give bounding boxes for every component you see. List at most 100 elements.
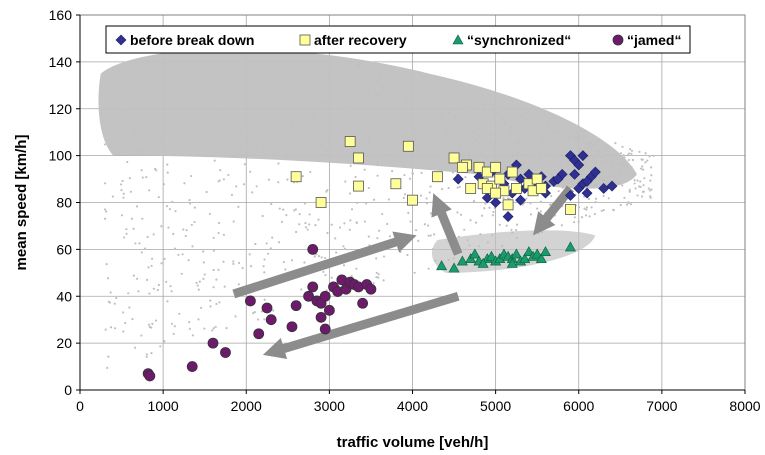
cloud-point — [344, 180, 347, 183]
cloud-point — [211, 329, 214, 332]
cloud-point — [380, 132, 384, 135]
cloud-point — [173, 247, 177, 250]
data-point-diamond — [452, 173, 464, 185]
cloud-point — [455, 124, 458, 127]
series-circle — [142, 243, 377, 382]
legend-label: before break down — [130, 32, 254, 48]
data-point-square — [353, 152, 364, 164]
cloud-point — [255, 185, 258, 188]
cloud-point — [320, 154, 323, 157]
cloud-point — [475, 125, 479, 128]
cloud-point — [422, 87, 426, 90]
cloud-point — [377, 273, 380, 276]
data-point-triangle — [523, 246, 535, 257]
cloud-point — [639, 180, 642, 183]
cloud-point — [589, 141, 592, 144]
cloud-point — [553, 155, 556, 159]
cloud-point — [561, 186, 564, 189]
cloud-point — [124, 321, 127, 325]
data-point-circle — [303, 290, 314, 302]
cloud-point — [197, 318, 200, 321]
cloud-point — [129, 190, 132, 193]
cloud-point — [130, 217, 133, 220]
cloud-point — [324, 116, 327, 119]
cloud-point — [521, 114, 524, 117]
cloud-point — [587, 197, 590, 201]
cloud-point — [218, 108, 221, 111]
cloud-point — [182, 228, 185, 231]
cloud-point — [160, 225, 163, 228]
cloud-point — [144, 247, 147, 250]
data-point-square — [494, 173, 506, 185]
cloud-point — [609, 154, 613, 158]
cloud-point — [261, 214, 264, 218]
cloud-point — [241, 267, 244, 270]
cloud-point — [342, 264, 346, 267]
cloud-point — [163, 340, 166, 343]
cloud-point — [425, 197, 428, 200]
cloud-point — [232, 81, 235, 84]
cloud-point — [612, 208, 615, 211]
cloud-point — [146, 278, 149, 281]
cloud-point — [518, 133, 521, 136]
cloud-point — [263, 148, 266, 151]
cloud-point — [610, 160, 613, 163]
cloud-point — [489, 139, 492, 143]
cloud-point — [626, 154, 629, 157]
cloud-point — [340, 146, 344, 149]
cloud-point — [367, 91, 370, 94]
cloud-point — [490, 234, 494, 237]
cloud-point — [285, 132, 288, 135]
cloud-point — [356, 201, 359, 204]
y-tick-label: 80 — [56, 195, 72, 211]
series-square — [290, 136, 576, 215]
cloud-point — [540, 123, 543, 126]
cloud-point — [401, 108, 404, 111]
cloud-point — [304, 221, 307, 225]
cloud-point — [193, 206, 196, 209]
cloud-point — [479, 153, 482, 156]
cloud-point — [527, 119, 530, 122]
cloud-point — [181, 253, 184, 256]
cloud-point — [483, 110, 486, 113]
legend-label: “synchronized“ — [467, 32, 571, 48]
cloud-point — [463, 228, 466, 231]
cloud-point — [491, 104, 495, 107]
cloud-point — [255, 148, 258, 151]
cloud-point — [197, 288, 200, 291]
data-point-square — [390, 178, 402, 190]
cloud-point — [540, 137, 543, 140]
cloud-point — [152, 233, 155, 236]
cloud-point — [329, 64, 332, 67]
cloud-point — [582, 169, 585, 172]
cloud-point — [171, 200, 174, 203]
data-point-circle — [186, 361, 198, 372]
cloud-point — [176, 100, 180, 104]
cloud-point — [360, 104, 363, 107]
cloud-point — [580, 215, 584, 219]
cloud-point — [375, 257, 378, 260]
cloud-point — [325, 157, 328, 160]
cloud-point — [549, 165, 552, 168]
data-point-circle — [290, 300, 302, 312]
data-point-triangle — [539, 246, 552, 257]
cloud-point — [334, 237, 337, 240]
cloud-point — [190, 134, 193, 137]
cloud-point — [212, 327, 215, 330]
cloud-point — [243, 163, 246, 166]
cloud-point — [104, 111, 107, 114]
cloud-point — [121, 179, 124, 183]
data-point-circle — [207, 337, 219, 349]
cloud-point — [423, 223, 427, 226]
data-point-triangle — [477, 257, 489, 268]
cloud-point — [173, 325, 176, 328]
cloud-point — [146, 235, 149, 239]
cloud-point — [159, 345, 162, 348]
cloud-point — [147, 323, 151, 326]
cloud-point — [168, 207, 171, 211]
cloud-point — [427, 143, 431, 146]
cloud-point — [440, 90, 443, 93]
cloud-point — [650, 166, 653, 169]
cloud-point — [103, 143, 107, 146]
cloud-point — [141, 107, 144, 111]
